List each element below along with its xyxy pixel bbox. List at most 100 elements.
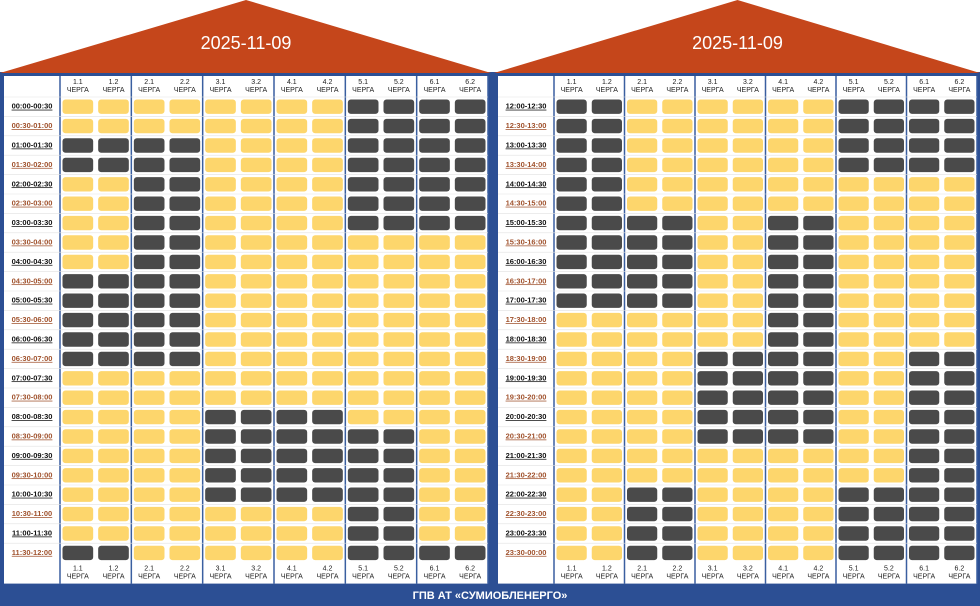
cell [276, 487, 308, 502]
cell [347, 254, 379, 270]
cell [347, 545, 379, 561]
cell [98, 293, 129, 308]
cell [838, 215, 869, 231]
cell [62, 371, 94, 386]
cell [627, 371, 658, 386]
cell [240, 118, 272, 134]
cell [697, 487, 728, 502]
cell [454, 293, 486, 308]
cell [240, 254, 272, 270]
cell [803, 293, 834, 308]
cell [133, 332, 165, 347]
cell [240, 409, 272, 425]
cell [240, 293, 272, 308]
queue-word: ЧЕРГА [317, 573, 339, 580]
cell [98, 409, 129, 425]
cell [627, 332, 658, 347]
cell [838, 235, 869, 250]
queue-label: 6.2 [465, 79, 475, 86]
cell [312, 274, 343, 289]
time-label: 03:30-04:00 [12, 237, 53, 246]
cell [312, 196, 343, 211]
cell [909, 254, 940, 270]
time-label: 10:00-10:30 [12, 490, 53, 499]
queue-word: ЧЕРГА [878, 573, 900, 580]
cell [62, 448, 94, 464]
footer: ГПВ АТ «СУМИОБЛЕНЕРГО» [413, 590, 568, 602]
cell [347, 487, 379, 502]
cell [803, 526, 834, 541]
cell [732, 332, 763, 347]
cell [419, 526, 450, 541]
cell [62, 274, 94, 289]
queue-word: ЧЕРГА [561, 87, 583, 94]
cell [454, 118, 486, 134]
cell [454, 545, 486, 561]
cell [62, 390, 94, 405]
cell [133, 177, 165, 192]
queue-label: 3.1 [216, 565, 226, 572]
cell [662, 506, 693, 522]
cell [627, 351, 658, 367]
queue-label: 1.1 [567, 565, 577, 572]
cell [347, 409, 379, 425]
cell [697, 448, 728, 464]
cell [732, 177, 763, 192]
cell [240, 448, 272, 464]
cell [838, 274, 869, 289]
cell [838, 487, 869, 502]
cell [873, 409, 904, 425]
cell [732, 312, 763, 328]
queue-label: 4.1 [287, 565, 297, 572]
cell [909, 118, 940, 134]
queue-word: ЧЕРГА [424, 573, 446, 580]
cell [662, 215, 693, 231]
cell [591, 448, 622, 464]
cell [205, 157, 236, 173]
cell [98, 487, 129, 502]
cell [276, 390, 308, 405]
queue-label: 6.2 [955, 79, 965, 86]
cell [768, 157, 799, 173]
roof [0, 0, 491, 73]
cell [276, 274, 308, 289]
time-label: 05:00-05:30 [12, 296, 53, 305]
cell [240, 196, 272, 211]
cell [240, 526, 272, 541]
cell [697, 506, 728, 522]
cell [98, 215, 129, 231]
cell [312, 312, 343, 328]
cell [98, 118, 129, 134]
cell [803, 506, 834, 522]
cell [62, 254, 94, 270]
cell [803, 409, 834, 425]
cell [803, 215, 834, 231]
cell [454, 409, 486, 425]
time-label: 18:30-19:00 [506, 354, 547, 363]
cell [62, 506, 94, 522]
time-label: 23:00-23:30 [506, 528, 547, 537]
cell [205, 177, 236, 192]
cell [803, 545, 834, 561]
queue-word: ЧЕРГА [913, 573, 935, 580]
cell [838, 390, 869, 405]
cell [133, 390, 165, 405]
cell [169, 254, 201, 270]
queue-word: ЧЕРГА [67, 87, 89, 94]
cell [169, 429, 201, 444]
cell [419, 390, 450, 405]
time-label: 01:00-01:30 [12, 140, 53, 149]
cell [768, 293, 799, 308]
cell [944, 487, 975, 502]
cell [133, 157, 165, 173]
cell [591, 332, 622, 347]
cell [383, 526, 415, 541]
cell [383, 351, 415, 367]
cell [240, 468, 272, 483]
cell [732, 274, 763, 289]
cell [312, 526, 343, 541]
cell [591, 177, 622, 192]
cell [276, 332, 308, 347]
cell [133, 487, 165, 502]
cell [62, 99, 94, 114]
